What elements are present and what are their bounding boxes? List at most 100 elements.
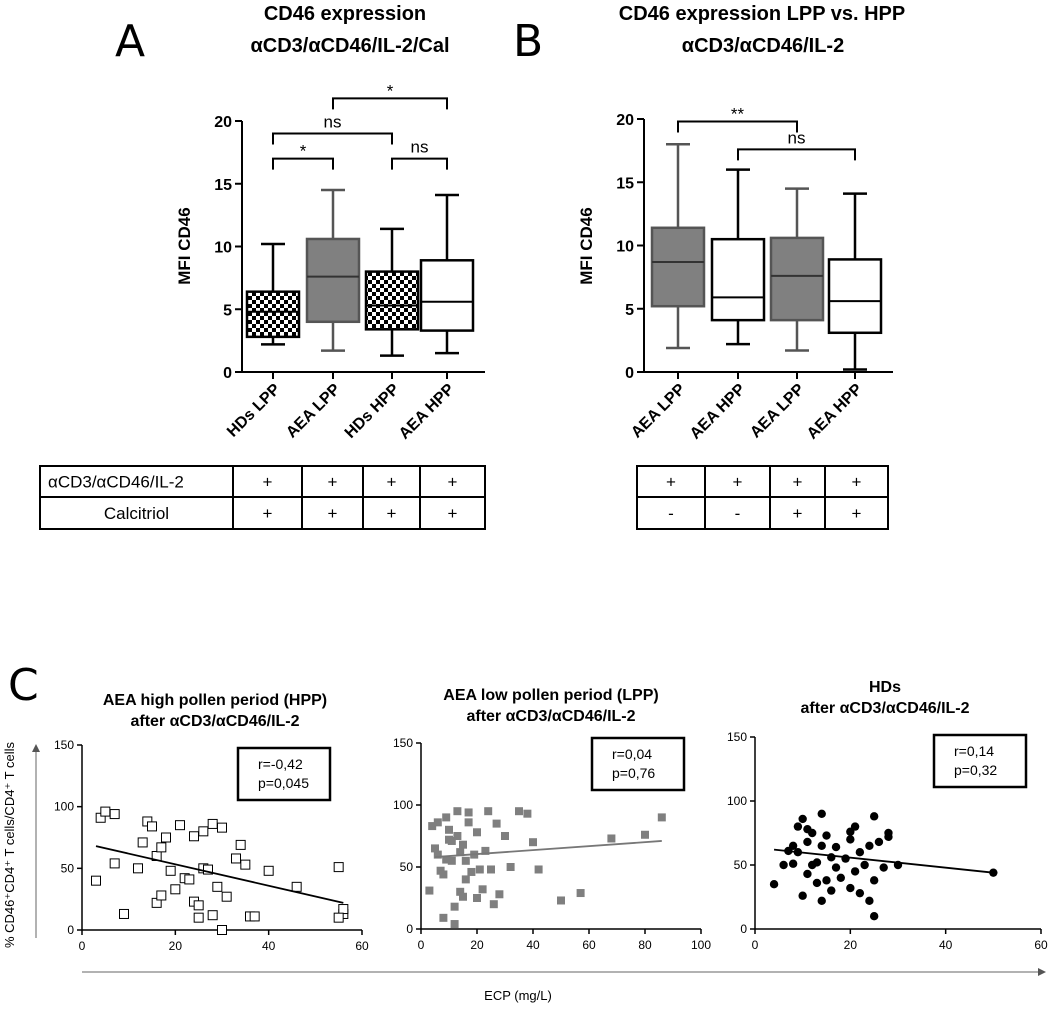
scatter-lpp-stat-box: [590, 736, 686, 792]
scatter-hds-y-tick-label: 150: [727, 730, 747, 744]
scatter-shared-y-label: % CD46⁺CD4⁺ T cells/CD4⁺ T cells: [2, 741, 17, 948]
scatter-lpp-point: [529, 838, 537, 847]
scatter-lpp-point: [456, 848, 465, 857]
panel-a-bracket-2: ns: [272, 113, 393, 145]
scatter-hds-title-line1: HDs: [869, 679, 901, 696]
scatter-hpp-stat-r: r=-0,42: [258, 756, 303, 772]
scatter-hpp-point: [156, 842, 167, 853]
panel-a-y-tick-label: 15: [214, 177, 232, 194]
panel-a-title-line1: CD46 expression: [264, 3, 426, 25]
scatter-hds-title-line2: after αCD3/αCD46/IL-2: [800, 700, 969, 717]
scatter-lpp-point: [506, 863, 515, 871]
scatter-hpp-title-line2: after αCD3/αCD46/IL-2: [130, 713, 299, 730]
scatter-lpp-point: [534, 865, 543, 874]
panel-b-box-1: [650, 143, 706, 350]
scatter-hds-point: [855, 848, 865, 857]
scatter-hpp-point: [291, 881, 302, 892]
scatter-hds-point: [803, 837, 812, 847]
panel-b-category-label-4: AEA HPP: [804, 381, 866, 443]
scatter-lpp-stat-p: p=0,76: [612, 765, 655, 781]
scatter-lpp-y-tick-label: 0: [406, 922, 413, 936]
scatter-hpp-x-tick-label: 20: [169, 939, 183, 953]
scatter-hds-stat-p: p=0,32: [954, 762, 997, 778]
iqr-box: [827, 258, 883, 335]
panel-b-title-line2: αCD3/αCD46/IL-2: [682, 35, 844, 57]
panel-a-table-cell-2-3: +: [387, 504, 397, 523]
scatter-lpp-point: [473, 894, 481, 902]
scatter-hds-point: [769, 880, 779, 889]
scatter-hds-point: [855, 888, 865, 898]
scatter-hpp-trend-line: [95, 845, 344, 904]
scatter-lpp-x-tick-label: 0: [418, 938, 425, 952]
scatter-hpp-point: [156, 890, 167, 901]
scatter-lpp-point: [489, 900, 498, 909]
scatter-lpp-point: [481, 846, 490, 855]
scatter-hds-point: [869, 812, 879, 821]
scatter-hds-point: [817, 896, 826, 906]
scatter-lpp-point: [607, 834, 616, 843]
panel-b-significance-brackets: ** ns: [677, 105, 856, 161]
scatter-lpp-point: [442, 813, 451, 822]
panel-a-treatment-table: αCD3/αCD46/IL-2 + + + + Calcitriol + + + +: [39, 465, 486, 530]
panel-a-bracket-1: *: [272, 142, 334, 170]
scatter-lpp-point: [467, 867, 476, 876]
scatter-hpp-point: [147, 821, 157, 832]
panel-b-table-cell-1-3: +: [793, 473, 803, 492]
panel-a-axes: 0 5 10 15 20: [214, 114, 485, 382]
scatter-hds-point: [822, 876, 831, 885]
panel-a: A CD46 expression αCD3/αCD46/IL-2/Cal MF…: [39, 3, 486, 530]
significance-label: *: [387, 81, 394, 100]
scatter-hds-y-tick-label: 0: [740, 922, 747, 936]
scatter-lpp-point: [657, 813, 666, 822]
scatter-hpp-point: [249, 911, 260, 922]
panel-b-box-4: [827, 192, 883, 371]
panel-a-bracket-4: *: [332, 81, 448, 110]
panel-b-title-line1: CD46 expression LPP vs. HPP: [619, 3, 905, 25]
panel-letter-b: B: [513, 16, 543, 67]
scatter-lpp-point: [557, 896, 565, 905]
panel-a-table-cell-1-2: +: [328, 473, 338, 492]
scatter-hpp-y-tick-label: 100: [54, 800, 74, 814]
bracket-line: [677, 120, 798, 133]
scatter-hpp-stat-p: p=0,045: [258, 775, 309, 791]
scatter-lpp-point: [484, 807, 493, 816]
panel-a-boxes: [245, 188, 475, 357]
scatter-hds-point: [869, 876, 879, 885]
scatter-lpp-point: [433, 818, 442, 827]
scatter-lpp-point: [447, 856, 456, 865]
scatter-hpp-y-tick-label: 150: [54, 738, 74, 752]
scatter-hds-point: [841, 854, 850, 863]
scatter-lpp-x-tick-label: 80: [638, 938, 652, 952]
panel-a-table-cell-1-4: +: [448, 473, 458, 492]
scatter-hds-x-tick-label: 40: [939, 938, 953, 952]
scatter-hpp-point: [161, 832, 171, 843]
significance-label: **: [731, 105, 745, 124]
bracket-line: [737, 148, 856, 161]
scatter-hds-x-tick-label: 60: [1034, 938, 1048, 952]
scatter-hds-point: [874, 837, 884, 847]
scatter-hpp-point: [137, 837, 148, 848]
scatter-hds-point: [850, 822, 860, 831]
scatter-lpp-point: [515, 807, 523, 816]
scatter-hpp-point: [170, 884, 181, 895]
panel-b-table-cell-1-4: +: [852, 473, 862, 492]
scatter-lpp-point: [459, 840, 467, 849]
panel-a-box-4: [419, 193, 475, 355]
scatter-lpp-point: [428, 822, 437, 831]
panel-b-table-cell-2-2: -: [735, 504, 741, 523]
scatter-hds-point: [808, 828, 817, 838]
panel-a-title-line2: αCD3/αCD46/IL-2/Cal: [250, 35, 449, 57]
bracket-line: [332, 97, 448, 110]
scatter-hds-point: [827, 853, 836, 862]
scatter-lpp-point: [433, 850, 442, 859]
scatter-hds-point: [793, 822, 803, 831]
panel-a-category-label-1: HDs LPP: [224, 381, 284, 441]
scatter-lpp-point: [464, 818, 473, 827]
scatter-hds-point: [822, 831, 831, 840]
scatter-lpp-x-tick-label: 100: [691, 938, 711, 952]
scatter-lpp-point: [425, 886, 434, 895]
scatter-hds-point: [803, 869, 812, 879]
scatter-hpp-point: [333, 912, 344, 923]
scatter-lpp-y-tick-label: 50: [400, 860, 414, 874]
